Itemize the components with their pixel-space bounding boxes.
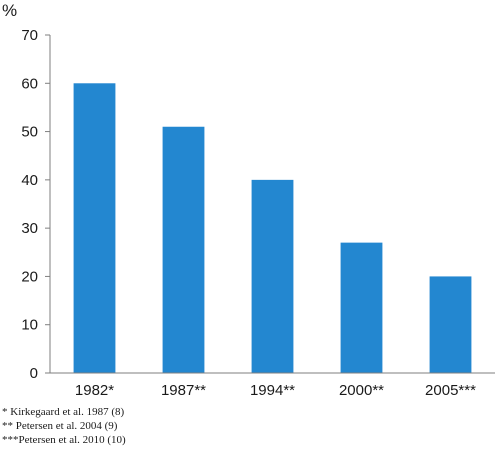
bar xyxy=(73,83,116,374)
y-tick-label: 40 xyxy=(21,172,38,189)
y-tick-label: 50 xyxy=(21,124,38,141)
y-axis: 0 10 20 30 40 50 60 70 xyxy=(21,27,51,382)
footnote: ***Petersen et al. 2010 (10) xyxy=(2,434,126,446)
bar xyxy=(340,242,383,373)
bar-chart: % 0 10 20 30 40 50 60 70 1982* 1987** 1994** 2000*… xyxy=(2,1,495,399)
y-tick-label: 20 xyxy=(21,268,38,285)
footnote: ** Petersen et al. 2004 (9) xyxy=(2,420,118,432)
y-tick-label: 30 xyxy=(21,220,38,237)
x-tick-label: 2005*** xyxy=(425,382,476,399)
bars xyxy=(73,83,472,374)
y-tick-label: 10 xyxy=(21,317,38,334)
y-axis-unit-label: % xyxy=(2,1,17,20)
footnote: * Kirkegaard et al. 1987 (8) xyxy=(2,406,125,418)
y-tick-label: 0 xyxy=(30,365,38,382)
bar xyxy=(162,126,205,373)
y-tick-label: 60 xyxy=(21,75,38,92)
bar xyxy=(251,179,294,373)
x-tick-label: 1994** xyxy=(250,382,295,399)
x-tick-label: 1982* xyxy=(75,382,114,399)
x-axis: 1982* 1987** 1994** 2000** 2005*** xyxy=(50,372,495,399)
footnotes: * Kirkegaard et al. 1987 (8) ** Petersen… xyxy=(2,405,126,447)
x-tick-label: 1987** xyxy=(161,382,206,399)
bar xyxy=(429,276,472,373)
y-tick-label: 70 xyxy=(21,27,38,44)
x-tick-label: 2000** xyxy=(339,382,384,399)
